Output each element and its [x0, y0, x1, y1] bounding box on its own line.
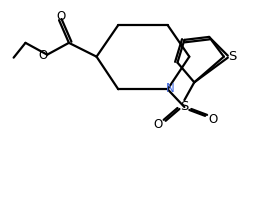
Text: O: O: [56, 10, 66, 23]
Text: O: O: [153, 118, 162, 131]
Text: N: N: [166, 82, 175, 95]
Text: S: S: [180, 100, 189, 113]
Text: O: O: [39, 49, 48, 62]
Text: S: S: [229, 50, 237, 63]
Text: O: O: [208, 113, 218, 126]
